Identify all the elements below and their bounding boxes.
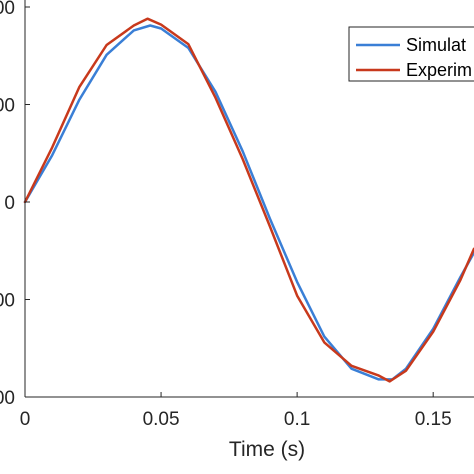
series-layer	[23, 17, 474, 383]
series-line-0	[23, 24, 474, 381]
legend-label-simulation: Simulat	[406, 35, 466, 55]
x-tick-label: 0.1	[284, 409, 310, 430]
ticks-layer: 00.050.10.15000000000	[0, 0, 452, 430]
y-tick-label: 00	[0, 0, 15, 19]
y-tick-label: 00	[0, 291, 15, 312]
x-tick-label: 0.15	[415, 409, 452, 430]
legend-label-experiment: Experim	[406, 60, 472, 80]
legend: Simulat Experim	[348, 26, 474, 82]
x-tick-label: 0.05	[143, 409, 180, 430]
x-tick-label: 0	[20, 409, 31, 430]
series-line-1	[23, 17, 474, 383]
legend-box	[348, 26, 474, 82]
x-axis-label: Time (s)	[229, 438, 305, 461]
y-tick-label: 0	[4, 193, 15, 214]
y-tick-label: 00	[0, 96, 15, 117]
y-tick-label: 00	[0, 388, 15, 409]
axes-layer	[24, 0, 474, 398]
